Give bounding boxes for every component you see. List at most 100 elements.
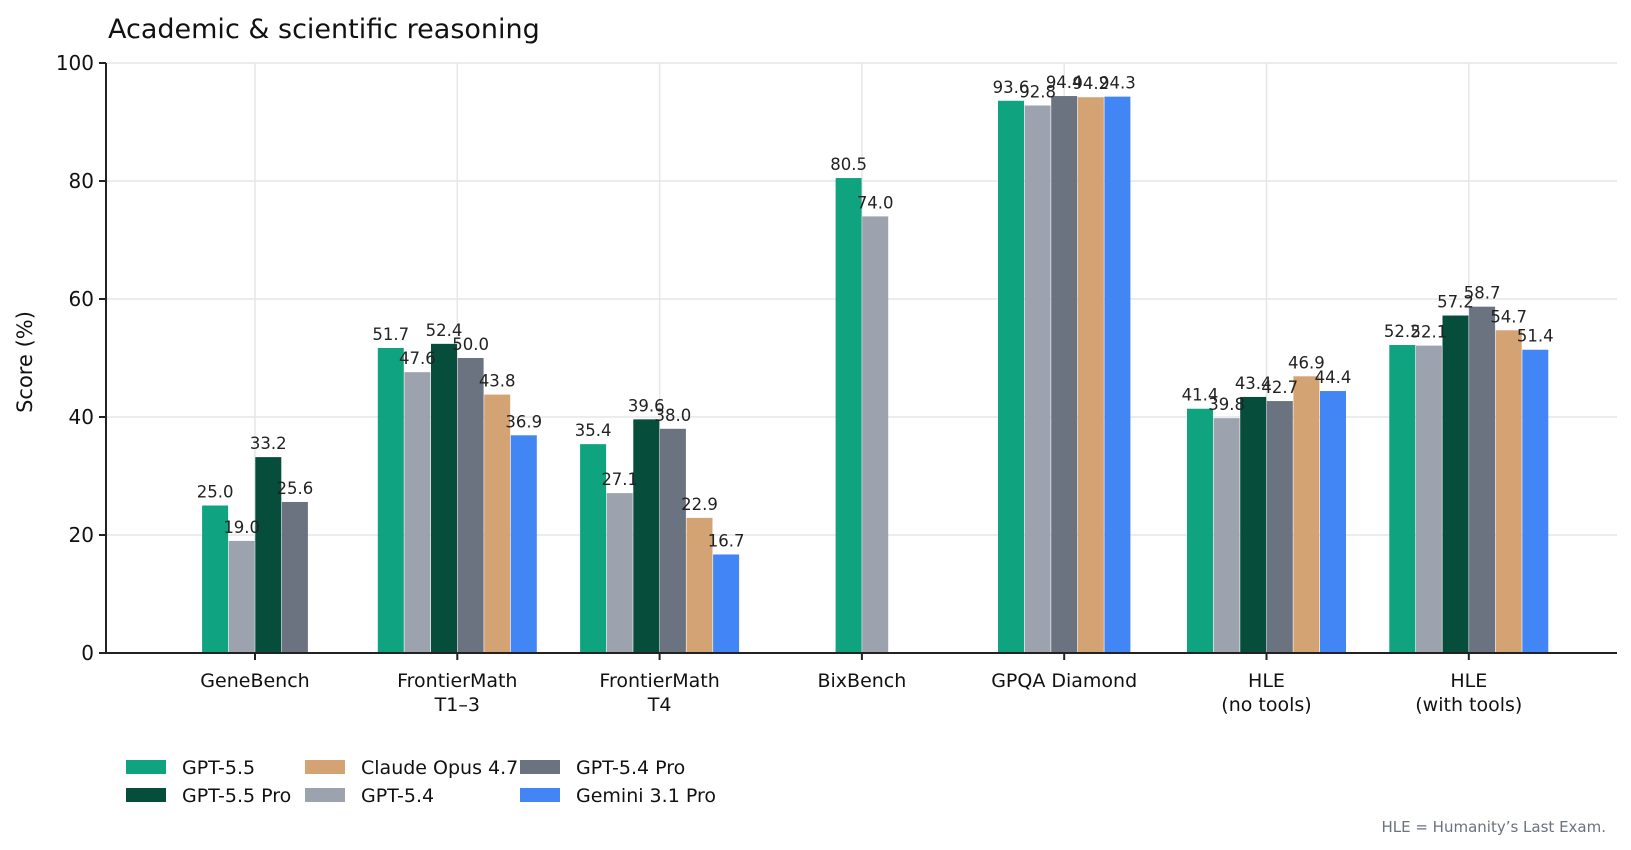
x-tick-label: T1–3: [434, 694, 480, 716]
bar-gemini-3-1-pro: [713, 554, 740, 653]
legend-item: Claude Opus 4.7: [305, 757, 518, 779]
footnote: HLE = Humanity’s Last Exam.: [1381, 818, 1606, 836]
data-label: 39.8: [1208, 395, 1245, 414]
data-label: 19.0: [223, 518, 260, 537]
y-tick-label: 20: [69, 523, 94, 547]
data-label: 57.2: [1437, 293, 1474, 312]
data-label: 92.8: [1019, 82, 1056, 101]
bar-gpt-5-4-pro: [659, 428, 686, 653]
y-tick-label: 60: [69, 287, 94, 311]
data-label: 22.9: [681, 495, 718, 514]
bar-gpt-5-5: [377, 347, 404, 653]
bar-gpt-5-5: [998, 100, 1024, 653]
bar-claude-opus-4-7: [686, 517, 713, 653]
legend-item: GPT-5.4: [305, 785, 434, 807]
bar-gpt-5-4-pro: [457, 358, 484, 653]
legend: GPT-5.5 GPT-5.5 Pro Claude Opus 4.7 GPT-5.4…: [126, 757, 716, 807]
bar-gpt-5-5-pro: [255, 457, 282, 653]
y-axis-label: Score (%): [13, 311, 37, 413]
bar-gpt-5-4-pro: [1266, 401, 1293, 653]
data-label: 52.1: [1411, 323, 1448, 342]
legend-item: GPT-5.4 Pro: [520, 757, 685, 779]
data-label: 25.0: [197, 483, 234, 502]
bar-gpt-5-4-pro: [1051, 96, 1078, 654]
legend-label: Claude Opus 4.7: [361, 757, 518, 779]
data-label: 47.6: [399, 349, 436, 368]
data-label: 42.7: [1261, 378, 1298, 397]
bar-gpt-5-4: [862, 216, 889, 653]
legend-swatch: [126, 760, 166, 774]
bar-gpt-5-5-pro: [431, 343, 457, 653]
bar-gpt-5-5-pro: [1442, 315, 1469, 653]
data-labels: 25.0 19.0 33.2 25.6 51.7 47.6 52.450.0 43.8 36.9…: [197, 73, 1554, 550]
bar-gpt-5-5: [835, 178, 862, 654]
data-label: 54.7: [1490, 307, 1527, 326]
data-label: 51.4: [1517, 327, 1554, 346]
bar-gpt-5-4: [1213, 418, 1240, 653]
x-tick-label: HLE: [1450, 670, 1487, 692]
bar-gpt-5-4: [1024, 105, 1051, 654]
legend-label: GPT-5.4: [361, 785, 434, 807]
data-label: 93.6: [993, 78, 1030, 97]
bar-gpt-5-4-pro: [1469, 306, 1496, 653]
bar-gpt-5-5: [1389, 345, 1416, 653]
data-label: 44.4: [1315, 368, 1352, 387]
data-label: 94.4: [1046, 73, 1083, 92]
data-label: 33.2: [250, 434, 287, 453]
bar-claude-opus-4-7: [1495, 330, 1522, 653]
x-tick-label: GPQA Diamond: [991, 670, 1137, 692]
bar-claude-opus-4-7: [1293, 376, 1320, 653]
legend-label: Gemini 3.1 Pro: [576, 785, 716, 807]
data-label: 35.4: [575, 421, 612, 440]
legend-item: Gemini 3.1 Pro: [520, 785, 716, 807]
x-tick-label: BixBench: [817, 670, 906, 692]
x-tick-label: (with tools): [1415, 694, 1522, 716]
data-label: 43.8: [479, 372, 516, 391]
bar-gpt-5-4: [404, 372, 431, 653]
legend-label: GPT-5.4 Pro: [576, 757, 685, 779]
bar-gemini-3-1-pro: [510, 435, 537, 653]
legend-swatch: [305, 788, 345, 802]
data-label: 94.2: [1072, 74, 1109, 93]
data-label: 58.7: [1464, 284, 1501, 303]
bar-gpt-5-5-pro: [1240, 396, 1267, 653]
bar-gpt-5-4: [1415, 345, 1442, 653]
data-label: 52.4: [426, 321, 463, 340]
legend-swatch: [520, 760, 560, 774]
data-label: 74.0: [857, 193, 894, 212]
legend-label: GPT-5.5: [182, 757, 255, 779]
bar-gemini-3-1-pro: [1320, 391, 1346, 653]
data-label: 38.0: [655, 406, 692, 425]
bar-gpt-5-5-pro: [633, 419, 660, 653]
bars: [202, 96, 1549, 654]
data-label: 51.7: [372, 325, 409, 344]
legend-swatch: [520, 788, 560, 802]
legend-swatch: [126, 788, 166, 802]
data-label: 36.9: [505, 412, 542, 431]
gridlines: [106, 62, 1617, 653]
data-label: 50.0: [452, 335, 489, 354]
x-tick-label: HLE: [1248, 670, 1285, 692]
bar-gpt-5-4-pro: [281, 501, 308, 653]
data-label: 25.6: [277, 479, 314, 498]
bar-claude-opus-4-7: [1077, 97, 1104, 654]
bar-gpt-5-5: [202, 505, 229, 653]
y-tick-label: 40: [69, 405, 94, 429]
data-label: 39.6: [628, 396, 665, 415]
x-tick-label: FrontierMath: [397, 670, 517, 692]
legend-item: GPT-5.5 Pro: [126, 785, 291, 807]
legend-swatch: [305, 760, 345, 774]
data-label: 94.3: [1099, 74, 1136, 93]
data-label: 46.9: [1288, 353, 1325, 372]
y-tick-label: 100: [56, 51, 94, 75]
x-tick-label: FrontierMath: [599, 670, 719, 692]
bar-gemini-3-1-pro: [1104, 96, 1131, 653]
bar-gemini-3-1-pro: [1522, 349, 1549, 653]
data-label: 80.5: [830, 155, 867, 174]
data-label: 43.4: [1235, 374, 1272, 393]
legend-item: GPT-5.5: [126, 757, 255, 779]
x-tick-label: (no tools): [1221, 694, 1311, 716]
x-tick-label: GeneBench: [200, 670, 309, 692]
